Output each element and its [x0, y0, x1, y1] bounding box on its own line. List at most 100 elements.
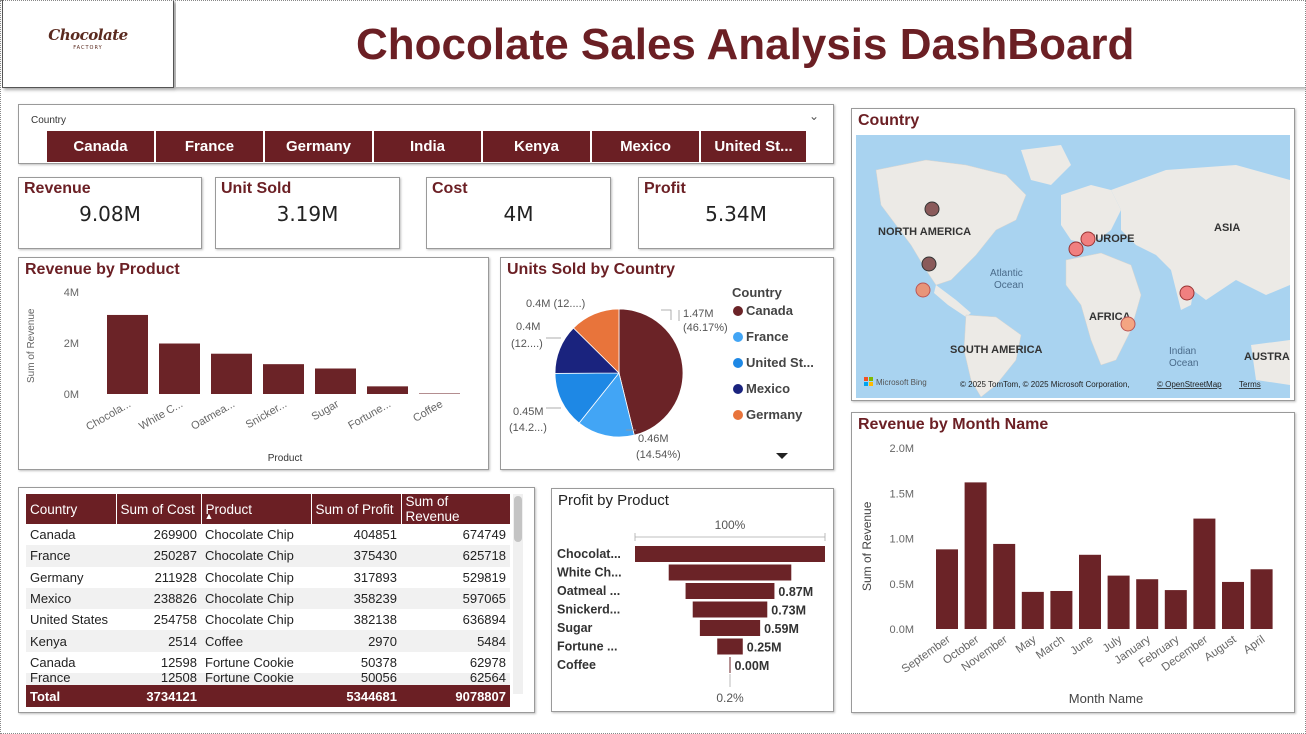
pie-slice-1[interactable]	[578, 372, 635, 438]
bar-2[interactable]	[211, 353, 252, 394]
slicer-option-united-states[interactable]: United St...	[701, 131, 807, 162]
y-tick-label: 0.5M	[890, 579, 914, 591]
bar-1[interactable]	[159, 343, 200, 394]
legend-item-4[interactable]: Germany	[746, 407, 803, 422]
table-row[interactable]: France 250287 Chocolate Chip 375430 6257…	[26, 545, 510, 567]
funnel-bar-0[interactable]	[635, 546, 825, 562]
bar-1[interactable]	[964, 482, 987, 629]
bar-6[interactable]	[419, 393, 460, 394]
total-profit: 5344681	[311, 685, 401, 708]
funnel-bar-3[interactable]	[692, 601, 768, 618]
bar-0[interactable]	[936, 549, 958, 629]
profit-funnel-plot: 100% 0.2% Chocolat... White Ch... Oatmeal …	[557, 518, 826, 705]
pie-label-mexico-value: 0.4M	[516, 321, 540, 333]
kpi-label: Cost	[432, 180, 468, 197]
revenue-by-product-chart: Revenue by Product 4M 2M 0M Sum of Reven…	[18, 257, 489, 470]
cell-product: Fortune Cookie	[205, 654, 294, 670]
column-header-sum-of-profit[interactable]: Sum of Profit	[311, 494, 402, 524]
y-tick-label: 0M	[64, 389, 79, 401]
slicer-label: Country	[31, 115, 67, 126]
table-scrollbar-thumb[interactable]	[514, 496, 522, 542]
table-row[interactable]: France 12508 Fortune Cookie 50056 62564	[26, 673, 510, 686]
slicer-option-canada[interactable]: Canada	[47, 131, 155, 162]
legend-dot-0	[733, 306, 743, 316]
bar-11[interactable]	[1250, 569, 1273, 629]
funnel-value-label: 0.87M	[778, 585, 813, 599]
bar-4[interactable]	[1050, 590, 1073, 629]
pie-label-canada-value: 1.47M	[683, 308, 714, 320]
table-row[interactable]: Mexico 238826 Chocolate Chip 358239 5970…	[26, 587, 510, 610]
funnel-bar-2[interactable]	[685, 583, 775, 599]
logo-subtitle: FACTORY	[73, 45, 103, 51]
cell-profit: 50056	[311, 673, 401, 686]
map-bubble-germany	[1080, 231, 1096, 247]
funnel-bar-6[interactable]	[729, 657, 731, 673]
y-tick-label: 1.0M	[890, 534, 914, 546]
table-scrollbar[interactable]	[513, 494, 523, 694]
column-header-country[interactable]: Country	[26, 494, 117, 524]
funnel-bar-1[interactable]	[668, 564, 792, 581]
map-title: Country	[858, 112, 920, 129]
funnel-value-label: 0.59M	[764, 622, 799, 636]
kpi-card-unit-sold: Unit Sold 3.19M	[215, 177, 400, 249]
table-row[interactable]: Kenya 2514 Coffee 2970 5484	[26, 630, 510, 652]
map-canvas[interactable]: NORTH AMERICA EUROPE ASIA Atlantic Ocean…	[856, 135, 1290, 398]
slicer-option-india[interactable]: India	[374, 131, 482, 162]
slicer-option-kenya[interactable]: Kenya	[483, 131, 591, 162]
pie-label-germany: 0.4M (12....)	[526, 298, 585, 310]
pie-slice-2[interactable]	[554, 372, 620, 424]
map-label-north-america: NORTH AMERICA	[878, 226, 971, 238]
bar-10[interactable]	[1222, 581, 1244, 629]
funnel-category-label: Chocolat...	[557, 547, 621, 561]
revenue-by-product-plot: 4M 2M 0M Sum of Revenue Product Chocola.…	[26, 287, 460, 464]
legend-title: Country	[732, 285, 783, 300]
bar-3[interactable]	[1021, 591, 1044, 629]
funnel-bottom-pct: 0.2%	[716, 691, 744, 705]
funnel-bar-4[interactable]	[699, 620, 761, 636]
cell-product: Chocolate Chip	[205, 612, 294, 628]
column-header-sum-of-revenue[interactable]: Sum of Revenue	[401, 494, 510, 524]
table-row[interactable]: United States 254758 Chocolate Chip 3821…	[26, 609, 510, 630]
bar-0[interactable]	[107, 314, 148, 394]
slicer-option-france[interactable]: France	[156, 131, 264, 162]
bar-6[interactable]	[1107, 575, 1130, 629]
legend-item-2[interactable]: United St...	[746, 355, 814, 370]
bar-5[interactable]	[1079, 554, 1101, 629]
bar-2[interactable]	[993, 543, 1016, 629]
x-tick-label: Chocola...	[84, 398, 133, 433]
funnel-category-label: Sugar	[557, 621, 593, 635]
table-row[interactable]: Germany 211928 Chocolate Chip 317893 529…	[26, 567, 510, 588]
total-revenue: 9078807	[401, 685, 510, 708]
slicer-option-mexico[interactable]: Mexico	[592, 131, 700, 162]
column-header-product[interactable]: Product ▲	[201, 494, 312, 524]
map-label-atlantic-ocean: Ocean	[994, 280, 1023, 291]
table-row[interactable]: Canada 269900 Chocolate Chip 404851 6747…	[26, 524, 510, 545]
bing-label: Microsoft Bing	[876, 378, 927, 387]
chevron-down-icon[interactable]: ⌄	[809, 109, 820, 123]
bar-7[interactable]	[1136, 579, 1159, 629]
x-axis-label: Month Name	[1069, 691, 1143, 706]
pie-slice-0[interactable]	[618, 308, 684, 436]
cell-product: Coffee	[201, 630, 311, 652]
bar-3[interactable]	[263, 364, 304, 394]
legend-item-0[interactable]: Canada	[746, 303, 794, 318]
bar-4[interactable]	[315, 368, 356, 395]
legend-item-3[interactable]: Mexico	[746, 381, 790, 396]
x-tick-label: Sugar	[310, 398, 342, 423]
cell-revenue: 5484	[401, 630, 510, 652]
cell-profit: 2970	[311, 630, 401, 652]
funnel-bar-5[interactable]	[717, 638, 743, 655]
y-axis-label: Sum of Revenue	[860, 501, 874, 591]
map-label-australia: AUSTRA	[1244, 351, 1290, 363]
bar-8[interactable]	[1164, 590, 1187, 629]
cell-country: Mexico	[26, 587, 116, 610]
pie-slice-4[interactable]	[572, 308, 620, 374]
country-map: Country NORTH AMERICA EUROPE ASIA Atlant…	[851, 108, 1295, 401]
cell-cost: 250287	[116, 545, 201, 567]
slicer-option-germany[interactable]: Germany	[265, 131, 373, 162]
table-row[interactable]: Canada 12598 Fortune Cookie 50378 62978	[26, 652, 510, 673]
bar-9[interactable]	[1193, 518, 1216, 629]
legend-item-1[interactable]: France	[746, 329, 789, 344]
column-header-sum-of-cost[interactable]: Sum of Cost	[116, 494, 202, 524]
bar-5[interactable]	[367, 386, 408, 394]
